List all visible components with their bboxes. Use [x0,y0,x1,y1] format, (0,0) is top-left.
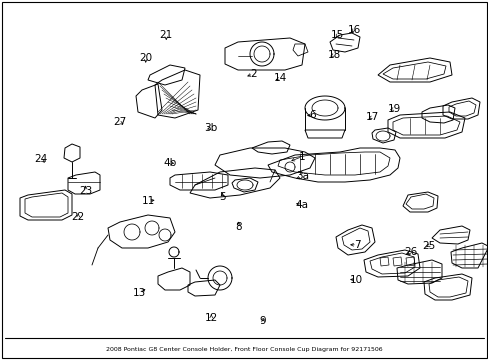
Text: 12: 12 [204,312,218,323]
Text: 26: 26 [403,247,417,257]
Text: 5: 5 [219,192,225,202]
Text: 11: 11 [142,196,155,206]
Text: 25: 25 [421,240,435,251]
Text: 1: 1 [298,152,305,162]
Text: 4a: 4a [295,200,307,210]
Text: 15: 15 [330,30,344,40]
Text: 3b: 3b [204,123,218,133]
Text: 24: 24 [34,154,48,164]
Text: 27: 27 [113,117,126,127]
Text: 21: 21 [159,30,173,40]
Text: 10: 10 [349,275,362,285]
Text: 9: 9 [259,316,266,327]
Text: 13: 13 [133,288,146,298]
Text: 22: 22 [71,212,85,222]
Text: 3a: 3a [295,171,308,181]
Text: 18: 18 [326,50,340,60]
Text: 19: 19 [386,104,400,114]
Text: 14: 14 [273,73,287,83]
Text: 16: 16 [346,24,360,35]
Text: 8: 8 [235,222,242,232]
Text: 2008 Pontiac G8 Center Console Holder, Front Floor Console Cup Diagram for 92171: 2008 Pontiac G8 Center Console Holder, F… [106,347,382,352]
Text: 23: 23 [79,186,92,196]
Text: 2: 2 [249,69,256,79]
Text: 4b: 4b [163,158,176,168]
Text: 17: 17 [365,112,379,122]
Text: 6: 6 [309,110,316,120]
Text: 20: 20 [139,53,152,63]
Text: 7: 7 [353,240,360,250]
